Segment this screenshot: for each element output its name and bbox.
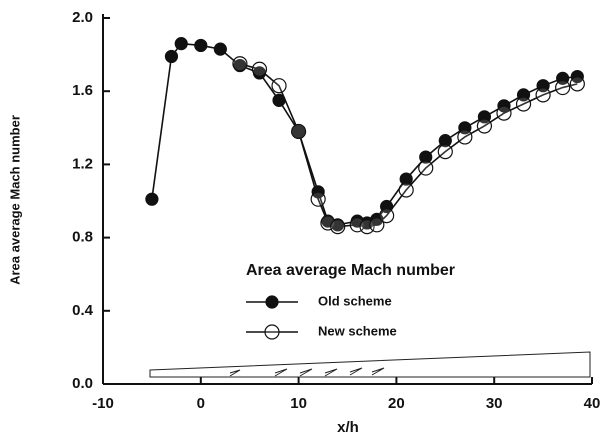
data-point — [437, 143, 453, 160]
data-point — [194, 38, 208, 53]
y-axis-label: Area average Mach number — [7, 115, 22, 285]
data-point — [515, 96, 532, 112]
data-point — [438, 134, 452, 148]
data-point — [291, 123, 307, 140]
x-tick-label: 40 — [584, 395, 601, 412]
data-point — [476, 118, 493, 134]
shock-marks — [229, 367, 385, 377]
data-point — [535, 87, 551, 103]
data-point — [419, 150, 433, 164]
series-line — [239, 62, 578, 228]
channel-outline — [149, 351, 591, 378]
y-tick-label: 1.2 — [72, 155, 93, 172]
data-point — [213, 42, 227, 56]
y-tick-label: 0.4 — [72, 302, 94, 319]
x-tick-label: 30 — [486, 395, 503, 412]
data-point — [398, 182, 414, 198]
data-point — [320, 215, 336, 231]
legend-marker — [264, 324, 280, 340]
x-tick-label: 0 — [197, 395, 205, 412]
data-point — [330, 219, 346, 235]
data-point — [496, 105, 512, 121]
y-tick-label: 0.8 — [72, 229, 93, 246]
x-tick-label: 10 — [290, 395, 307, 412]
legend-label: New scheme — [318, 323, 397, 338]
data-point — [164, 49, 179, 64]
x-axis-label: x/h — [337, 419, 359, 436]
data-point — [555, 79, 571, 96]
x-tick-label: 20 — [388, 395, 405, 412]
data-point — [174, 37, 188, 51]
data-point — [232, 56, 248, 72]
data-point — [369, 217, 385, 233]
data-point — [569, 76, 585, 92]
series-line — [151, 42, 578, 226]
legend-title: Area average Mach number — [246, 262, 455, 279]
data-point — [418, 160, 434, 176]
data-point — [145, 192, 159, 206]
data-point — [310, 191, 326, 207]
data-point — [457, 129, 473, 145]
data-point — [251, 61, 268, 77]
data-point — [399, 172, 413, 186]
y-tick-label: 2.0 — [72, 9, 93, 26]
legend-marker — [265, 295, 279, 309]
y-tick-label: 0.0 — [72, 375, 93, 392]
data-point — [379, 208, 395, 224]
x-tick-label: -10 — [92, 395, 114, 412]
y-tick-label: 1.6 — [72, 82, 93, 99]
legend-label: Old scheme — [318, 293, 392, 308]
geometry-sketch — [149, 351, 591, 378]
data-point — [271, 78, 287, 94]
